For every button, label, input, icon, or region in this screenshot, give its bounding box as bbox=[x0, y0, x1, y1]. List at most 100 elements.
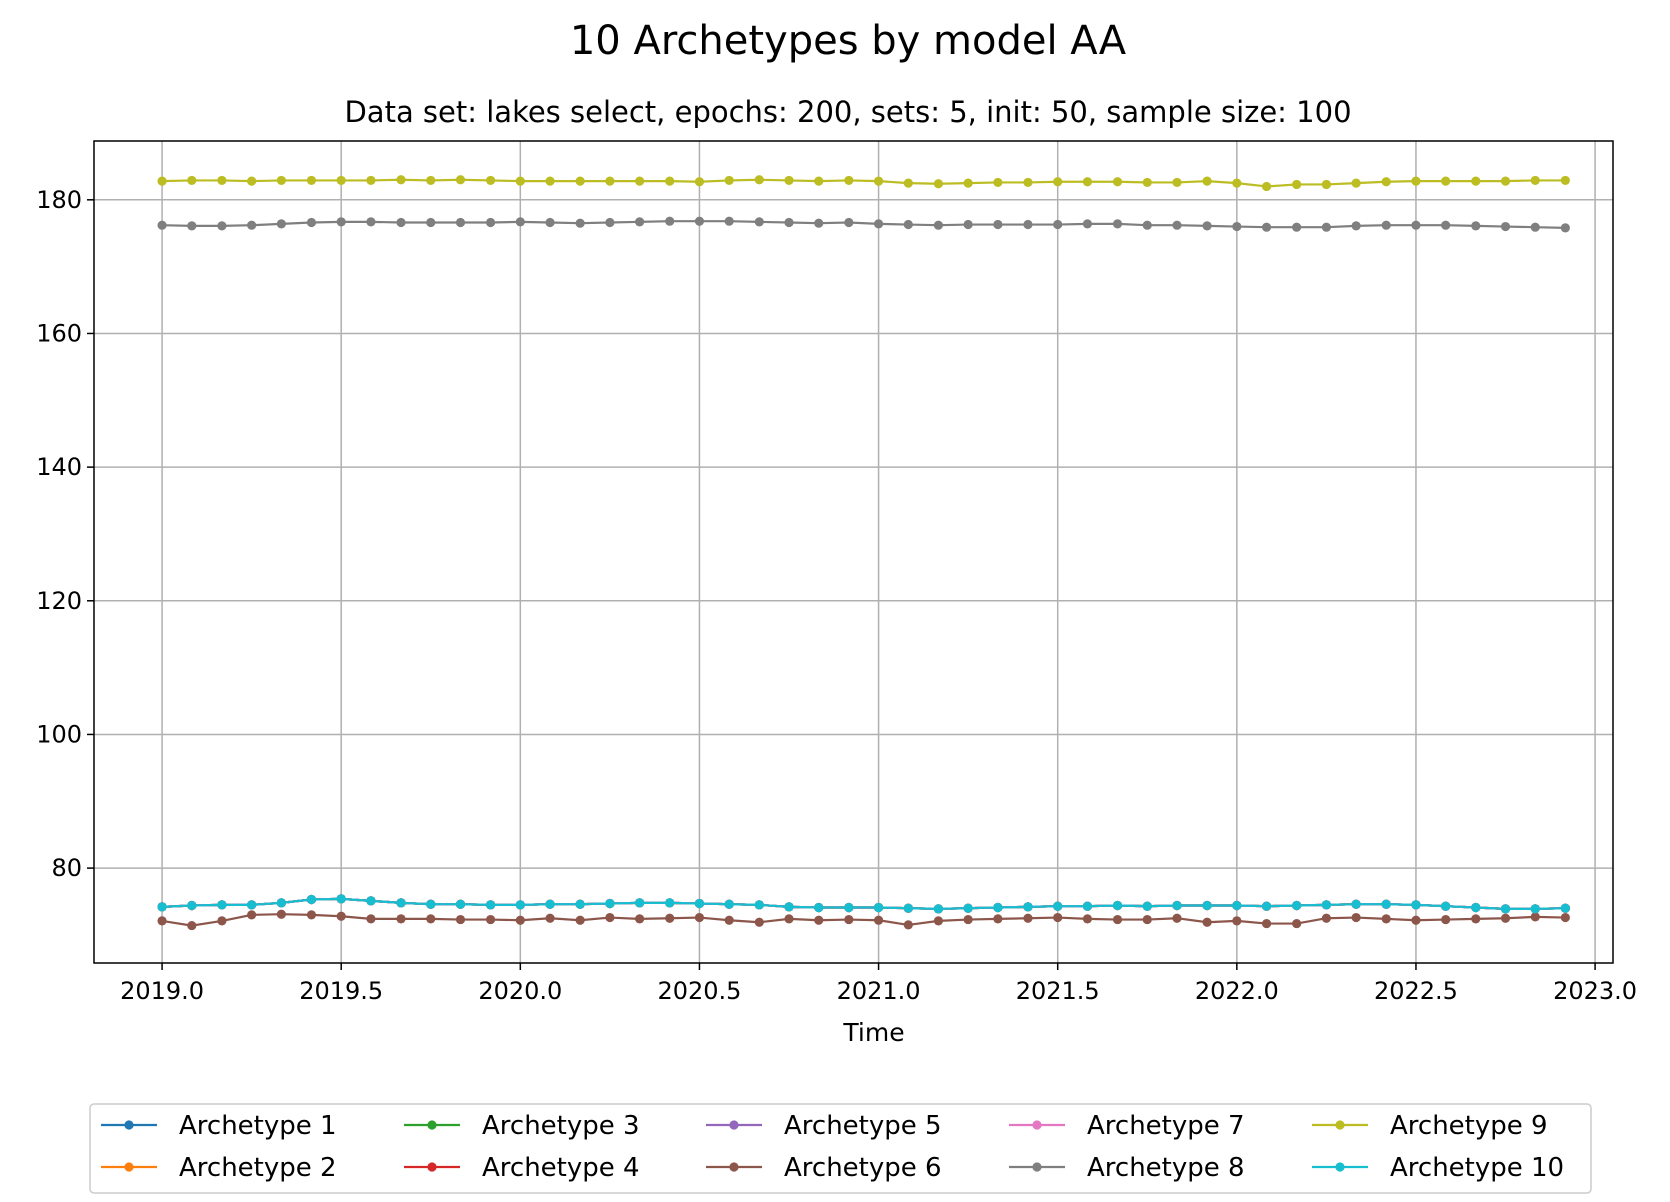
data-point bbox=[665, 216, 675, 226]
y-tick-label: 80 bbox=[51, 854, 82, 882]
data-point bbox=[247, 900, 257, 910]
x-tick-label: 2022.5 bbox=[1374, 977, 1458, 1005]
data-point bbox=[247, 176, 257, 186]
data-point bbox=[575, 899, 585, 909]
data-point bbox=[1381, 899, 1391, 909]
data-point bbox=[1112, 219, 1123, 229]
data-point bbox=[1441, 176, 1451, 186]
data-point bbox=[1560, 903, 1570, 913]
x-tick-label: 2020.5 bbox=[657, 977, 741, 1005]
legend-label: Archetype 4 bbox=[482, 1153, 640, 1183]
data-point bbox=[545, 899, 555, 909]
data-point bbox=[605, 912, 615, 923]
data-point bbox=[1142, 177, 1152, 188]
data-point bbox=[1411, 915, 1421, 925]
data-point bbox=[1082, 901, 1093, 911]
data-point bbox=[247, 910, 257, 920]
data-point bbox=[635, 914, 645, 924]
data-point bbox=[635, 898, 645, 908]
data-point bbox=[1500, 913, 1511, 923]
data-point bbox=[724, 899, 734, 909]
data-point bbox=[784, 914, 794, 924]
data-point bbox=[306, 894, 317, 905]
data-point bbox=[694, 898, 705, 909]
data-point bbox=[276, 175, 286, 186]
data-point bbox=[1381, 220, 1391, 230]
legend-swatch-marker bbox=[729, 1162, 739, 1172]
legend: Archetype 1 Archetype 2 Archetype 3 Archety… bbox=[89, 1103, 1592, 1194]
data-point bbox=[366, 217, 376, 227]
data-point bbox=[336, 217, 346, 227]
data-point bbox=[276, 219, 286, 229]
data-point bbox=[1292, 179, 1302, 190]
legend-label: Archetype 2 bbox=[179, 1153, 337, 1183]
data-point bbox=[485, 175, 496, 186]
data-point bbox=[1053, 912, 1063, 923]
data-point bbox=[366, 914, 376, 924]
data-point bbox=[306, 910, 317, 920]
data-point bbox=[366, 896, 376, 906]
data-point bbox=[1321, 900, 1331, 910]
data-point bbox=[814, 176, 824, 186]
y-axis: 80 100 120 140 160 180 bbox=[36, 186, 94, 882]
data-point bbox=[187, 900, 197, 911]
series-line bbox=[162, 178, 1566, 188]
y-tick-label: 160 bbox=[36, 319, 82, 347]
data-point bbox=[873, 219, 884, 229]
data-point bbox=[1232, 900, 1242, 911]
series-archetype-8 bbox=[157, 216, 1570, 233]
series-line bbox=[162, 897, 1566, 910]
data-point bbox=[665, 913, 675, 923]
data-point bbox=[455, 914, 466, 925]
x-tick-label: 2022.0 bbox=[1195, 977, 1279, 1005]
data-point bbox=[933, 220, 944, 230]
data-point bbox=[694, 912, 705, 923]
data-point bbox=[1023, 913, 1033, 923]
data-point bbox=[844, 217, 854, 228]
data-point bbox=[784, 175, 794, 186]
y-tick-label: 100 bbox=[36, 720, 82, 748]
data-point bbox=[993, 914, 1003, 924]
data-point bbox=[217, 916, 227, 926]
data-point bbox=[903, 903, 913, 913]
data-point bbox=[963, 219, 973, 230]
data-point bbox=[575, 176, 585, 186]
legend-label: Archetype 9 bbox=[1390, 1111, 1548, 1141]
data-point bbox=[1261, 918, 1272, 929]
legend-item: Archetype 8 bbox=[1009, 1153, 1245, 1183]
data-point bbox=[217, 175, 227, 186]
data-point bbox=[515, 915, 525, 925]
legend-label: Archetype 8 bbox=[1087, 1153, 1245, 1183]
data-point bbox=[485, 914, 496, 925]
series-line bbox=[161, 913, 1566, 927]
data-point bbox=[1232, 221, 1242, 232]
data-point bbox=[1351, 178, 1361, 188]
x-tick-label: 2019.0 bbox=[120, 977, 204, 1005]
legend-label: Archetype 5 bbox=[784, 1111, 942, 1141]
data-point bbox=[1471, 176, 1481, 186]
y-tick-label: 120 bbox=[36, 587, 82, 615]
legend-item: Archetype 7 bbox=[1009, 1111, 1245, 1141]
data-point bbox=[814, 915, 824, 925]
legend-swatch-marker bbox=[124, 1162, 134, 1172]
x-tick-label: 2019.5 bbox=[299, 977, 383, 1005]
data-point bbox=[1560, 175, 1570, 186]
data-point bbox=[276, 898, 286, 908]
data-point bbox=[157, 220, 167, 230]
data-point bbox=[336, 894, 346, 904]
data-point bbox=[1560, 223, 1570, 233]
data-point bbox=[157, 176, 167, 186]
data-point bbox=[1381, 177, 1391, 187]
data-point bbox=[933, 904, 944, 914]
data-point bbox=[1053, 219, 1063, 230]
data-point bbox=[754, 900, 764, 910]
data-point bbox=[963, 914, 973, 925]
data-point bbox=[1321, 222, 1331, 232]
x-tick-label: 2021.0 bbox=[837, 977, 921, 1005]
data-point bbox=[963, 178, 973, 188]
data-point bbox=[665, 176, 675, 186]
legend-swatch-marker bbox=[729, 1120, 739, 1130]
data-point bbox=[903, 178, 913, 188]
data-point bbox=[814, 218, 824, 228]
